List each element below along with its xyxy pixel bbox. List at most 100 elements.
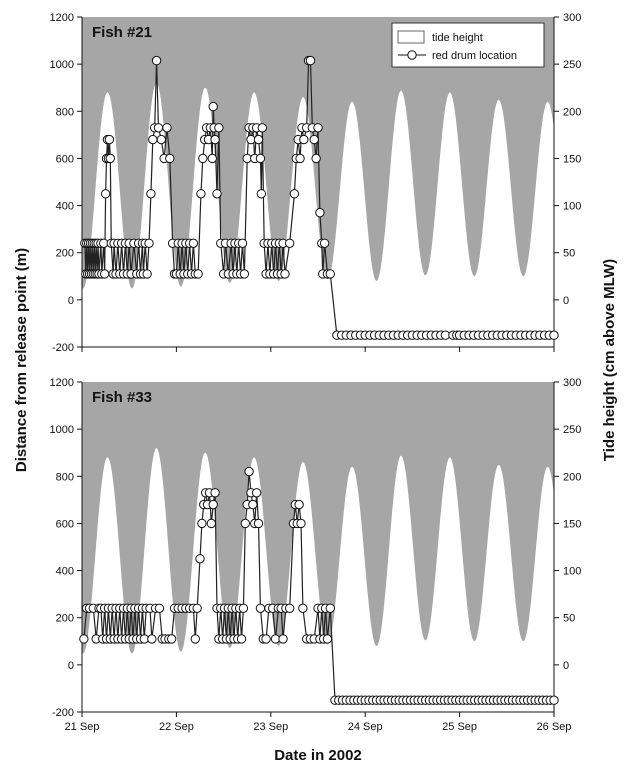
red-drum-location-point [253,134,264,145]
red-drum-location-point [144,238,154,248]
red-drum-location-point [311,153,321,164]
y2-tick-label: 150 [563,518,581,530]
y-tick-label: 200 [56,248,74,260]
tide-height-area [82,83,554,347]
red-drum-location-point [207,153,217,164]
y-tick-label: 1000 [50,424,74,436]
red-drum-location-point [255,603,266,613]
red-drum-location-point [148,134,158,145]
red-drum-location-point [251,488,262,498]
y2-tick-label: 300 [563,377,581,389]
red-drum-location-point [239,269,250,279]
red-drum-location-point [193,269,203,279]
legend-drum-marker [407,50,417,60]
red-drum-location-point [280,269,290,279]
panel-label: Fish #33 [92,389,152,406]
y2-tick-label: 50 [563,248,575,260]
panels-layer: -200020040060080010001200050100150200250… [50,12,582,733]
red-drum-location-point [79,634,89,644]
red-drum-location-point [240,518,251,529]
y2-tick-label: 300 [563,12,581,24]
y-tick-label: 200 [56,613,74,625]
red-drum-location-point [284,603,295,613]
x-tick-label: 25 Sep [442,721,477,733]
y-tick-label: 1200 [50,12,74,24]
red-drum-location-point [319,238,330,248]
panel-label: Fish #21 [92,24,152,41]
red-drum-location-point [166,634,177,644]
red-drum-location-point [197,518,207,529]
y2-tick-label: 200 [563,471,581,483]
red-drum-location-point [100,189,111,199]
red-drum-location-point [153,123,164,133]
red-drum-location-point [195,554,205,564]
y-tick-label: -200 [52,342,74,354]
panel-1: -200 0 200 400 600 800 1000 1200 0 50 100 150 200 250… [50,12,582,354]
red-drum-location-point [309,134,319,145]
legend-tide-label: tide height [432,32,483,44]
red-drum-location-point [206,518,217,529]
legend-box [391,22,545,68]
red-drum-location-point [210,488,220,498]
red-drum-location-point [162,123,172,133]
x-tick-label: 24 Sep [348,721,383,733]
y-tick-label: 400 [56,566,74,578]
y2-tick-label: 100 [563,201,581,213]
red-drum-location-point [549,695,559,705]
y-tick-label: 400 [56,201,74,213]
legend: tide height red drum location [391,22,545,68]
panel-2: -200 0 200 400 600 800 1000 1200 0 50 100 150 200 250… [50,377,582,733]
red-drum-location-point [165,153,175,164]
red-drum-location-point [190,634,200,644]
red-drum-location-point [212,189,222,199]
red-drum-location-point [208,101,218,112]
red-drum-location-point [146,189,156,199]
red-drum-location-point [549,330,559,340]
red-drum-location-point [210,134,220,145]
red-drum-location-point [253,518,264,529]
x-tick-label: 23 Sep [253,721,288,733]
red-drum-location-point [238,603,249,613]
y-tick-label: 0 [68,295,74,307]
red-drum-location-point [237,238,248,248]
y-tick-label: 600 [56,153,74,165]
red-drum-location-point [257,123,267,133]
red-drum-location-point [315,207,325,218]
red-drum-location-point [294,499,304,510]
tide-height-area [82,448,554,712]
red-drum-location-point [296,518,306,529]
y-tick-label: 800 [56,106,74,118]
red-drum-location-point [278,634,288,644]
y-tick-label: 0 [68,660,74,672]
y-axis-title: Distance from release point (m) [13,248,30,472]
red-drum-location-point [196,189,206,199]
x-tick-label: 21 Sep [65,721,100,733]
y-tick-label: 1000 [50,59,74,71]
red-drum-location-point [198,153,208,164]
y2-tick-label: 50 [563,613,575,625]
y2-tick-label: 0 [563,295,569,307]
legend-tide-swatch [397,30,425,44]
red-drum-location-point [188,238,199,248]
red-drum-location-point [151,55,162,66]
y2-tick-label: 250 [563,424,581,436]
red-drum-location-point [289,189,300,199]
y-tick-label: 600 [56,518,74,530]
red-drum-location-point [99,269,110,279]
red-drum-location-point [322,634,333,644]
red-drum-location-point [313,123,323,133]
red-drum-location-point [295,153,305,164]
red-drum-location-point [261,634,271,644]
x-tick-label: 22 Sep [159,721,194,733]
red-drum-location-point [298,603,308,613]
red-drum-location-point [104,134,115,145]
red-drum-location-point [255,153,266,164]
red-drum-location-point [156,134,167,145]
x-tick-label: 26 Sep [537,721,572,733]
red-drum-location-point [244,466,254,477]
y-tick-label: 1200 [50,377,74,389]
red-drum-location-point [208,499,218,510]
red-drum-location-point [192,603,202,613]
y2-tick-label: 100 [563,566,581,578]
